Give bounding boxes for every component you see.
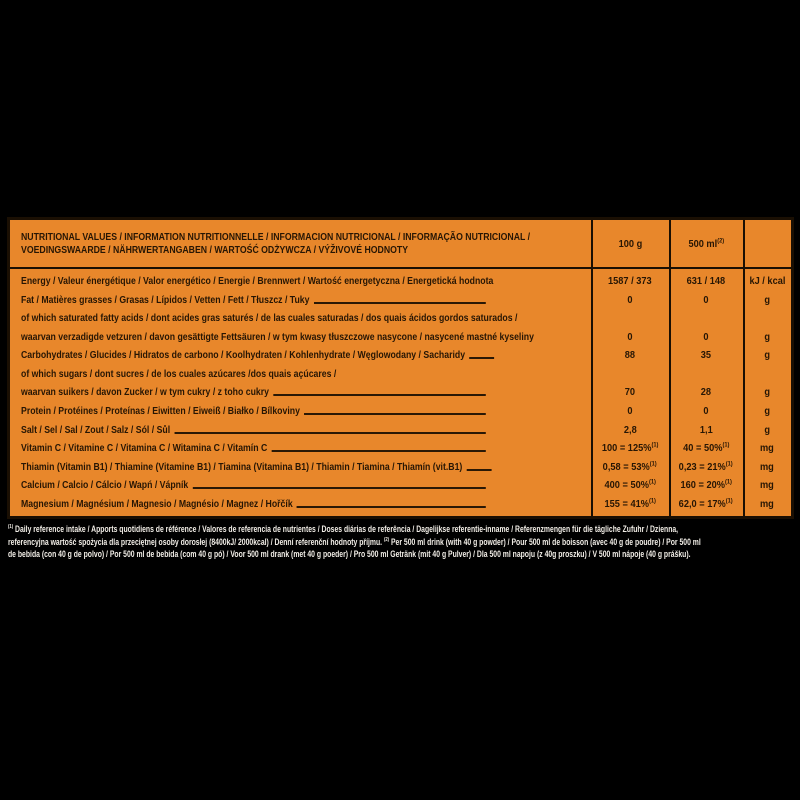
value-100g: 0 (627, 404, 633, 417)
row-thiamin: Thiamin (Vitamin B1) / Thiamine (Vitamin… (10, 457, 791, 476)
footnote-line-3: de bebida (con 40 g de polvo) / Por 500 … (8, 549, 691, 559)
value-500ml: 28 (700, 386, 712, 399)
value-100g: 0,58 = 53% (602, 460, 651, 473)
footnote-marker: (1) (726, 497, 734, 505)
value-100g: 100 = 125% (601, 442, 652, 455)
footnote-marker: (1) (651, 441, 659, 449)
unit: mg (760, 460, 774, 473)
unit: g (764, 330, 770, 343)
footnote-marker: (1) (648, 497, 656, 505)
column-divider (743, 220, 745, 516)
row-calcium: Calcium / Calcio / Cálcio / Wapń / Vápní… (10, 476, 791, 495)
footnote-marker: (1) (726, 460, 734, 468)
footnote-line-2: referencyjna wartość spożycia dla przeci… (8, 536, 701, 547)
row-label: Calcium / Calcio / Cálcio / Wapń / Vápní… (21, 479, 189, 492)
leader-line (304, 412, 486, 415)
value-500ml: 631 / 148 (686, 275, 726, 288)
value-500ml: 40 = 50% (682, 442, 723, 455)
row-saturated-fat-line2: waarvan verzadigde vetzuren / davon gesä… (10, 328, 791, 347)
footnote-marker: (1) (722, 441, 730, 449)
unit: g (764, 423, 770, 436)
row-saturated-fat-line1: of which saturated fatty acids / dont ac… (10, 309, 791, 328)
value-500ml: 62,0 = 17% (678, 497, 727, 510)
unit: g (764, 293, 770, 306)
row-sugars-line2: waarvan suikers / davon Zucker / w tym c… (10, 383, 791, 402)
value-500ml: 0 (703, 404, 709, 417)
unit: g (764, 349, 770, 362)
row-label: Thiamin (Vitamin B1) / Thiamine (Vitamin… (21, 460, 463, 473)
row-salt: Salt / Sel / Sal / Zout / Salz / Sól / S… (10, 420, 791, 439)
leader-line (273, 394, 486, 397)
unit: g (764, 386, 770, 399)
leader-line (296, 505, 486, 508)
value-100g: 1587 / 373 (608, 275, 652, 288)
footnote-block: (1) Daily reference intake / Apports quo… (8, 523, 794, 561)
footnote-marker: (1) (650, 460, 658, 468)
row-label: Protein / Protéines / Proteínas / Eiwitt… (21, 404, 300, 417)
unit: kJ / kcal (749, 275, 785, 288)
row-carbohydrates: Carbohydrates / Glucides / Hidratos de c… (10, 346, 791, 365)
column-divider (591, 220, 593, 516)
row-label: waarvan suikers / davon Zucker / w tym c… (21, 386, 269, 399)
table-body: Energy / Valeur énergétique / Valor ener… (10, 269, 791, 516)
column-header-unit (743, 220, 791, 267)
row-energy: Energy / Valeur énergétique / Valor ener… (10, 272, 791, 291)
value-500ml: 160 = 20% (680, 479, 725, 492)
leader-line (192, 487, 486, 490)
value-100g: 2,8 (623, 423, 637, 436)
column-divider (669, 220, 671, 516)
footnote-marker: (1) (648, 478, 656, 486)
header-title-line1: NUTRITIONAL VALUES / INFORMATION NUTRITI… (21, 230, 531, 243)
footnote-marker: (1) (724, 478, 732, 486)
row-label: Vitamin C / Vitamine C / Vitamina C / Wi… (21, 442, 268, 455)
row-label: of which saturated fatty acids / dont ac… (21, 312, 518, 325)
row-sugars-line1: of which sugars / dont sucres / de los c… (10, 365, 791, 384)
footnote-marker: (2) (716, 237, 724, 244)
value-500ml: 1,1 (699, 423, 713, 436)
leader-line (313, 301, 486, 304)
row-magnesium: Magnesium / Magnésium / Magnesio / Magné… (10, 494, 791, 513)
nutrition-table: NUTRITIONAL VALUES / INFORMATION NUTRITI… (7, 217, 794, 519)
column-header-100g: 100 g (618, 237, 642, 250)
value-100g: 70 (624, 386, 636, 399)
row-label: Magnesium / Magnésium / Magnesio / Magné… (21, 497, 293, 510)
value-500ml: 0 (703, 293, 709, 306)
row-label: waarvan verzadigde vetzuren / davon gesä… (21, 330, 534, 343)
header-divider (10, 267, 791, 269)
row-label: Energy / Valeur énergétique / Valor ener… (21, 275, 494, 288)
footnote-line-1: (1) Daily reference intake / Apports quo… (8, 524, 679, 534)
leader-line (174, 431, 486, 434)
value-100g: 155 = 41% (604, 497, 649, 510)
row-label: Fat / Matières grasses / Grasas / Lípido… (21, 293, 310, 306)
value-500ml: 0 (703, 330, 709, 343)
row-label: of which sugars / dont sucres / de los c… (21, 367, 337, 380)
value-500ml: 35 (700, 349, 712, 362)
value-500ml: 0,23 = 21% (678, 460, 727, 473)
value-100g: 400 = 50% (604, 479, 649, 492)
value-100g: 0 (627, 293, 633, 306)
unit: mg (760, 479, 774, 492)
column-header-500ml: 500 ml(2) (688, 237, 724, 250)
footnote-marker: (2) (383, 536, 390, 543)
leader-line (271, 450, 486, 453)
table-header-row: NUTRITIONAL VALUES / INFORMATION NUTRITI… (10, 220, 791, 267)
row-protein: Protein / Protéines / Proteínas / Eiwitt… (10, 402, 791, 421)
value-100g: 0 (627, 330, 633, 343)
header-title-line2: VOEDINGSWAARDE / NÄHRWERTANGABEN / WARTO… (21, 243, 409, 256)
unit: mg (760, 497, 774, 510)
value-100g: 88 (624, 349, 636, 362)
row-label: Salt / Sel / Sal / Zout / Salz / Sól / S… (21, 423, 171, 436)
header-title-cell: NUTRITIONAL VALUES / INFORMATION NUTRITI… (10, 220, 591, 267)
unit: g (764, 404, 770, 417)
row-fat: Fat / Matières grasses / Grasas / Lípido… (10, 291, 791, 310)
row-label: Carbohydrates / Glucides / Hidratos de c… (21, 349, 466, 362)
row-vitamin-c: Vitamin C / Vitamine C / Vitamina C / Wi… (10, 439, 791, 458)
leader-line (469, 357, 495, 360)
leader-line (466, 468, 492, 471)
footnote-marker: (1) (8, 524, 14, 530)
unit: mg (760, 442, 774, 455)
